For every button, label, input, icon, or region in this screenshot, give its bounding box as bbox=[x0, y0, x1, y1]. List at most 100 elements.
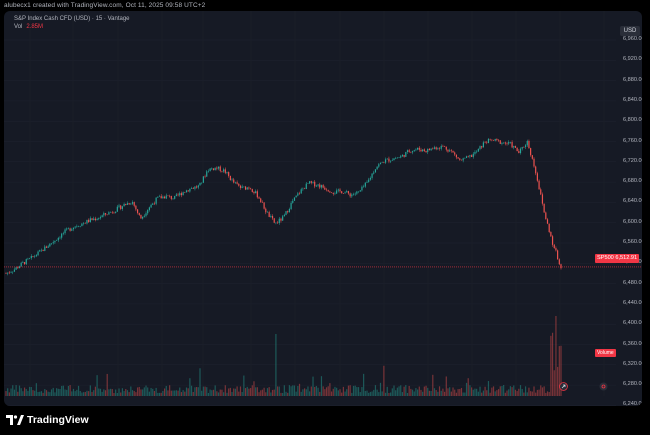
volume-bar bbox=[339, 389, 341, 396]
volume-bar bbox=[18, 385, 21, 396]
candle-body bbox=[341, 191, 343, 194]
price-chart[interactable] bbox=[4, 11, 642, 406]
volume-bar bbox=[13, 389, 16, 396]
candle-body bbox=[10, 272, 12, 273]
symbol-legend[interactable]: S&P Index Cash CFD (USD) · 15 · Vantage bbox=[14, 16, 130, 22]
candle-body bbox=[487, 138, 490, 144]
volume-bar bbox=[172, 390, 174, 396]
volume-bar bbox=[121, 388, 123, 396]
price-tick-label: 6,800.00 bbox=[623, 117, 642, 124]
candle-body bbox=[104, 213, 107, 215]
candle-body bbox=[330, 192, 333, 193]
volume-bar bbox=[162, 390, 164, 396]
volume-bar bbox=[460, 387, 463, 396]
volume-bar bbox=[499, 386, 501, 396]
candle-body bbox=[481, 146, 483, 148]
candle-body bbox=[189, 188, 191, 192]
candle-body bbox=[234, 182, 237, 183]
candle-body bbox=[508, 142, 510, 144]
candle-body bbox=[45, 246, 48, 248]
volume-bar bbox=[133, 390, 135, 396]
candle-body bbox=[551, 236, 554, 245]
candle-body bbox=[381, 162, 383, 163]
tradingview-logo[interactable]: TradingView bbox=[6, 414, 89, 426]
volume-bar bbox=[309, 391, 311, 396]
volume-bar bbox=[150, 387, 152, 396]
volume-bar bbox=[403, 386, 405, 396]
candle-body bbox=[255, 191, 257, 194]
candle-body bbox=[106, 214, 108, 215]
volume-bar bbox=[22, 391, 24, 396]
volume-bar bbox=[395, 390, 397, 396]
volume-bar bbox=[555, 316, 557, 396]
candle-body bbox=[332, 192, 334, 194]
volume-bar bbox=[182, 390, 184, 396]
volume-bar bbox=[246, 386, 248, 396]
candle-body bbox=[175, 194, 177, 196]
candle-body bbox=[558, 259, 560, 265]
candle-body bbox=[197, 185, 199, 188]
volume-bar bbox=[56, 388, 58, 396]
volume-bar bbox=[449, 387, 451, 396]
volume-bar bbox=[422, 391, 424, 396]
candle-body bbox=[40, 249, 43, 251]
candle-body bbox=[352, 194, 355, 195]
volume-bar bbox=[516, 391, 518, 396]
candle-body bbox=[162, 196, 164, 199]
volume-bar bbox=[184, 391, 186, 396]
volume-bar bbox=[557, 366, 559, 396]
candle-body bbox=[526, 140, 528, 146]
candle-body bbox=[524, 145, 527, 148]
tradingview-logo-icon bbox=[6, 415, 24, 425]
chart-panel[interactable]: S&P Index Cash CFD (USD) · 15 · Vantage … bbox=[4, 11, 642, 406]
candle-body bbox=[17, 267, 19, 269]
candle-body bbox=[49, 243, 51, 247]
go-to-realtime-icon[interactable] bbox=[559, 382, 568, 391]
candle-body bbox=[504, 142, 506, 144]
candle-body bbox=[540, 189, 542, 195]
candle-body bbox=[459, 158, 461, 160]
candle-body bbox=[432, 148, 434, 150]
volume-bar bbox=[77, 385, 80, 396]
volume-legend[interactable]: Vol 2.85M bbox=[14, 24, 43, 30]
candle-body bbox=[373, 172, 375, 174]
candle-body bbox=[172, 198, 174, 200]
volume-bar bbox=[410, 388, 412, 396]
volume-bar bbox=[327, 386, 329, 396]
volume-bar bbox=[25, 389, 27, 396]
volume-bar bbox=[86, 390, 88, 396]
candle-body bbox=[266, 212, 269, 213]
volume-bar bbox=[185, 387, 188, 396]
volume-bar bbox=[241, 392, 243, 396]
volume-bar bbox=[427, 387, 429, 396]
candle-body bbox=[216, 167, 218, 169]
volume-bar bbox=[369, 391, 371, 396]
candle-body bbox=[147, 210, 149, 214]
candle-body bbox=[339, 189, 341, 192]
volume-bar bbox=[314, 386, 316, 396]
candle-body bbox=[283, 214, 285, 217]
candle-body bbox=[511, 141, 513, 148]
volume-bar bbox=[59, 389, 61, 396]
volume-bar bbox=[459, 388, 461, 396]
candle-body bbox=[449, 150, 451, 152]
volume-bar bbox=[258, 392, 260, 396]
candle-body bbox=[437, 148, 439, 150]
volume-bar bbox=[126, 390, 129, 396]
volume-bar bbox=[423, 386, 425, 396]
volume-bar bbox=[276, 386, 279, 396]
volume-bars bbox=[5, 316, 562, 396]
settings-icon[interactable] bbox=[599, 382, 608, 391]
volume-bar bbox=[94, 386, 97, 396]
volume-bar bbox=[148, 391, 150, 396]
volume-bar bbox=[248, 388, 250, 396]
candle-body bbox=[130, 203, 132, 205]
volume-bar bbox=[497, 389, 500, 396]
candle-body bbox=[239, 185, 242, 188]
volume-bar bbox=[255, 387, 257, 396]
candle-body bbox=[123, 203, 125, 207]
volume-bar bbox=[444, 391, 446, 396]
candle-body bbox=[219, 166, 221, 172]
currency-button[interactable]: USD bbox=[620, 26, 640, 36]
volume-bar bbox=[216, 391, 218, 396]
